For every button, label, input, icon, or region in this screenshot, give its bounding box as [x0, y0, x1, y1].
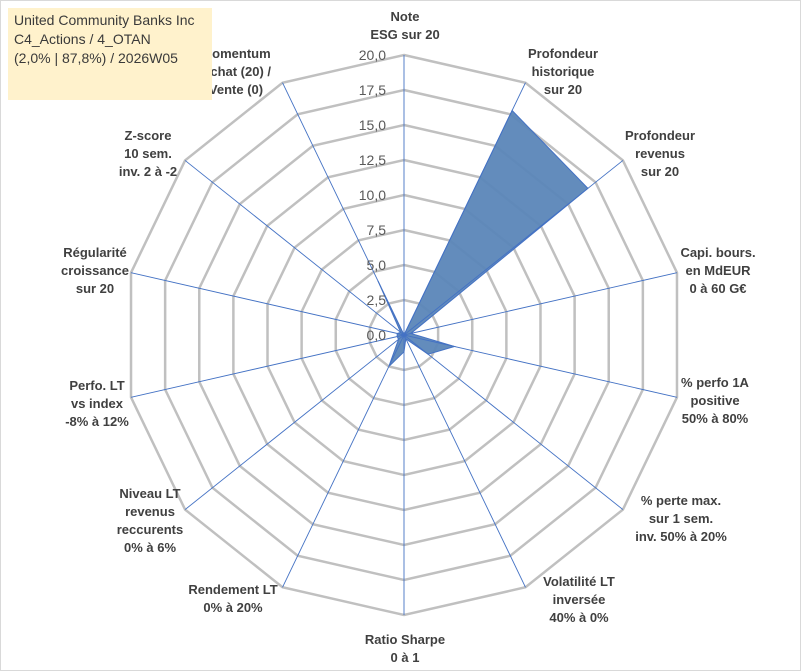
axis-label-13-line-2: Vente (0) [209, 82, 263, 97]
axis-label-9-line-3: 0% à 6% [124, 540, 176, 555]
title-company: United Community Banks Inc [14, 12, 195, 28]
axis-label-2: Profondeur revenus sur 20 [625, 128, 695, 179]
tick-label-7: 17,5 [359, 82, 386, 98]
axis-label-9-line-0: Niveau LT [119, 486, 180, 501]
axis-label-4-line-1: positive [690, 393, 739, 408]
tick-label-5: 12,5 [359, 152, 386, 168]
spoke-12 [184, 160, 405, 336]
tick-layer: 0,0 2,5 5,0 7,5 10,0 12,5 15,0 17,5 20,0 [359, 47, 386, 343]
axis-label-8-line-0: Rendement LT [188, 582, 277, 597]
axis-label-6-line-1: inversée [553, 592, 606, 607]
spoke-2 [403, 160, 624, 336]
spoke-11 [130, 272, 405, 336]
spoke-8 [282, 334, 405, 588]
tick-label-2: 5,0 [367, 257, 387, 273]
spoke-13 [282, 82, 405, 336]
axis-label-10-line-1: vs index [71, 396, 124, 411]
axis-label-3-line-0: Capi. bours. [680, 245, 755, 260]
axis-label-10: Perfo. LT vs index -8% à 12% [65, 378, 129, 429]
axis-label-2-line-0: Profondeur [625, 128, 695, 143]
axis-label-3: Capi. bours. en MdEUR 0 à 60 G€ [680, 245, 755, 296]
axis-label-11-line-0: Régularité [63, 245, 127, 260]
axis-label-1-line-2: sur 20 [544, 82, 582, 97]
axis-label-4: % perfo 1A positive 50% à 80% [681, 375, 750, 426]
axis-label-12-line-1: 10 sem. [124, 146, 172, 161]
axis-label-11: Régularité croissance sur 20 [61, 245, 129, 296]
axis-label-13: Momentum Achat (20) / Vente (0) [201, 46, 271, 97]
axis-label-12-line-0: Z-score [125, 128, 172, 143]
spoke-layer [130, 55, 678, 615]
axis-label-layer: Note ESG sur 20 Profondeur historique sur 20… [61, 9, 756, 665]
axis-label-5-line-1: sur 1 sem. [649, 511, 713, 526]
spoke-9 [184, 334, 405, 510]
axis-label-3-line-1: en MdEUR [686, 263, 752, 278]
axis-label-9-line-2: reccurents [117, 522, 183, 537]
axis-label-11-line-2: sur 20 [76, 281, 114, 296]
spoke-6 [403, 334, 526, 588]
series-layer [377, 109, 589, 367]
axis-label-10-line-2: -8% à 12% [65, 414, 129, 429]
axis-label-4-line-0: % perfo 1A [681, 375, 750, 390]
axis-label-8: Rendement LT 0% à 20% [188, 582, 277, 615]
chart-title-box: United Community Banks Inc C4_Actions / … [8, 8, 212, 100]
axis-label-12: Z-score 10 sem. inv. 2 à -2 [119, 128, 177, 179]
axis-label-12-line-2: inv. 2 à -2 [119, 164, 177, 179]
axis-label-0-line-0: Note [391, 9, 420, 24]
axis-label-3-line-2: 0 à 60 G€ [689, 281, 746, 296]
tick-label-1: 2,5 [367, 292, 387, 308]
axis-label-11-line-1: croissance [61, 263, 129, 278]
spoke-4 [403, 334, 678, 398]
axis-label-1-line-0: Profondeur [528, 46, 598, 61]
axis-label-2-line-2: sur 20 [641, 164, 679, 179]
axis-label-13-line-1: Achat (20) / [201, 64, 271, 79]
spoke-1 [403, 82, 526, 336]
axis-label-6-line-0: Volatilité LT [543, 574, 615, 589]
axis-label-6-line-2: 40% à 0% [549, 610, 609, 625]
spoke-10 [130, 334, 405, 398]
axis-label-7-line-0: Ratio Sharpe [365, 632, 445, 647]
axis-label-0-line-1: ESG sur 20 [370, 27, 439, 42]
axis-label-2-line-1: revenus [635, 146, 685, 161]
axis-label-1-line-1: historique [532, 64, 595, 79]
spoke-5 [403, 334, 624, 510]
axis-label-5-line-2: inv. 50% à 20% [635, 529, 727, 544]
tick-label-0: 0,0 [367, 327, 387, 343]
axis-label-9: Niveau LT revenus reccurents 0% à 6% [117, 486, 183, 555]
series-area-0 [377, 109, 589, 367]
axis-label-5-line-0: % perte max. [641, 493, 721, 508]
tick-label-4: 10,0 [359, 187, 386, 203]
tick-label-6: 15,0 [359, 117, 386, 133]
axis-label-7-line-1: 0 à 1 [391, 650, 420, 665]
axis-label-0: Note ESG sur 20 [370, 9, 439, 42]
axis-label-10-line-0: Perfo. LT [69, 378, 124, 393]
axis-label-5: % perte max. sur 1 sem. inv. 50% à 20% [635, 493, 727, 544]
tick-label-3: 7,5 [367, 222, 387, 238]
spoke-3 [403, 272, 678, 336]
axis-label-9-line-1: revenus [125, 504, 175, 519]
title-category: C4_Actions / 4_OTAN [14, 31, 151, 47]
axis-label-13-line-0: Momentum [201, 46, 270, 61]
axis-label-7: Ratio Sharpe 0 à 1 [365, 632, 445, 665]
axis-label-8-line-1: 0% à 20% [203, 600, 263, 615]
axis-label-1: Profondeur historique sur 20 [528, 46, 598, 97]
tick-label-8: 20,0 [359, 47, 386, 63]
title-stats: (2,0% | 87,8%) / 2026W05 [14, 50, 178, 66]
axis-label-6: Volatilité LT inversée 40% à 0% [543, 574, 615, 625]
axis-label-4-line-2: 50% à 80% [682, 411, 749, 426]
